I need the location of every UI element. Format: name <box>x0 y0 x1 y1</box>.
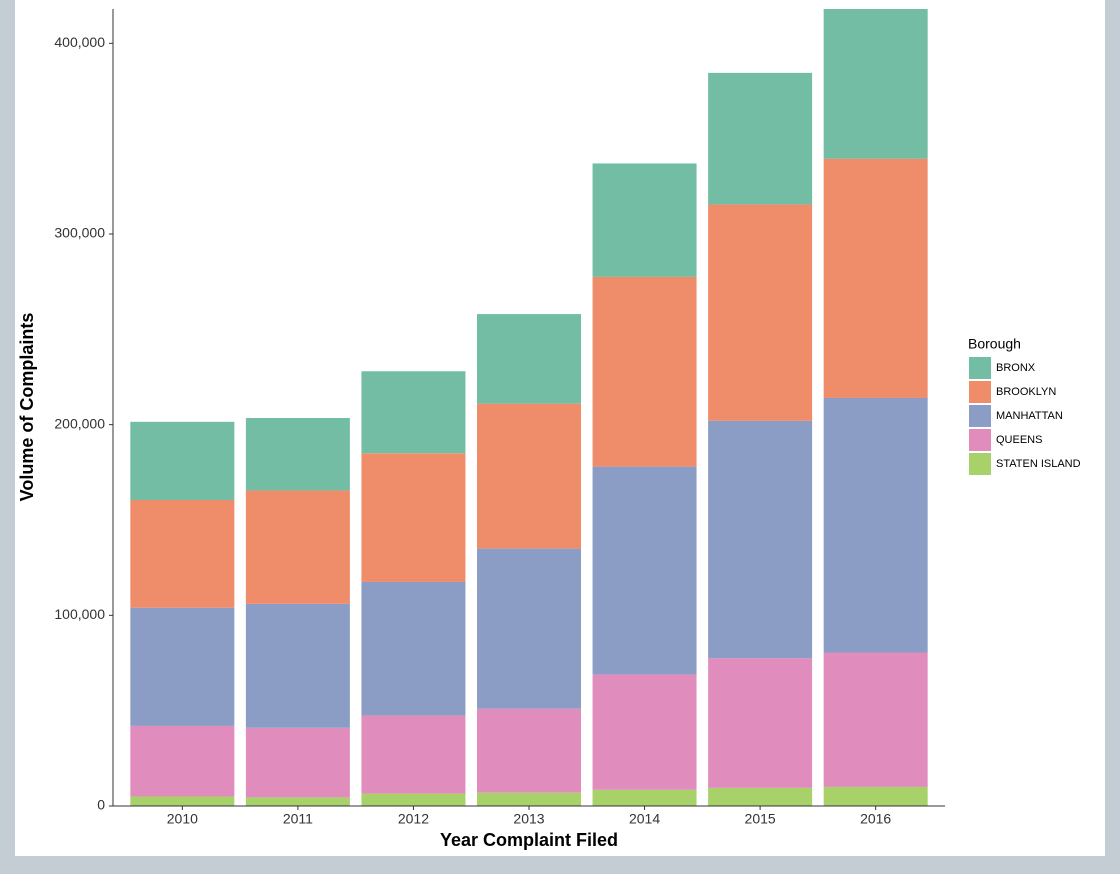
y-tick-label: 200,000 <box>54 415 105 431</box>
legend-swatch <box>969 453 991 475</box>
bar-segment <box>477 708 581 793</box>
bar-segment <box>245 727 350 798</box>
legend-swatch <box>969 405 991 427</box>
bar-segment <box>592 789 697 806</box>
y-tick-label: 300,000 <box>54 225 105 241</box>
bar-segment <box>708 204 813 421</box>
bar-segment <box>592 674 697 790</box>
bar-segment <box>708 658 813 788</box>
legend-label: BRONX <box>996 362 1036 374</box>
bar-segment <box>708 787 813 806</box>
legend-label: MANHATTAN <box>996 410 1063 422</box>
bar-segment <box>592 163 697 277</box>
bar-segment <box>245 417 350 491</box>
legend-label: QUEENS <box>996 434 1042 446</box>
bar-segment <box>130 607 235 726</box>
bar-segment <box>130 796 235 806</box>
bar-segment <box>130 499 235 608</box>
legend-swatch <box>969 381 991 403</box>
legend-title: Borough <box>968 336 1021 352</box>
y-tick-label: 400,000 <box>54 34 105 50</box>
bar-segment <box>245 490 350 604</box>
bar-segment <box>477 548 581 709</box>
bar-segment <box>361 715 466 794</box>
y-tick-label: 0 <box>97 797 105 813</box>
x-axis-title: Year Complaint Filed <box>440 830 618 850</box>
x-tick-label: 2012 <box>398 811 429 827</box>
x-tick-label: 2013 <box>513 811 544 827</box>
x-tick-label: 2011 <box>283 811 313 827</box>
bar-segment <box>245 603 350 728</box>
bar-segment <box>708 72 813 205</box>
bar-segment <box>823 786 928 806</box>
bar-segment <box>592 276 697 467</box>
bar-segment <box>823 158 928 398</box>
legend-swatch <box>969 357 991 379</box>
x-tick-label: 2010 <box>167 811 198 827</box>
bar-segment <box>245 797 350 806</box>
bar-segment <box>823 9 928 159</box>
bar-segment <box>361 581 466 716</box>
y-axis-title: Volume of Complaints <box>17 313 37 502</box>
bar-segment <box>823 652 928 787</box>
bar-segment <box>823 397 928 653</box>
bar-segment <box>592 466 697 675</box>
bar-segment <box>477 403 581 549</box>
bar-segment <box>361 793 466 806</box>
bar-segment <box>708 420 813 659</box>
y-tick-label: 100,000 <box>54 606 105 622</box>
legend-label: BROOKLYN <box>996 386 1056 398</box>
x-tick-label: 2014 <box>629 811 660 827</box>
bar-segment <box>477 314 581 404</box>
bar-segment <box>477 792 581 806</box>
x-tick-label: 2015 <box>745 811 776 827</box>
legend-label: STATEN ISLAND <box>996 458 1081 470</box>
x-tick-label: 2016 <box>860 811 891 827</box>
bar-segment <box>130 421 235 500</box>
legend-swatch <box>969 429 991 451</box>
bar-segment <box>130 725 235 797</box>
bar-segment <box>361 371 466 454</box>
bar-segment <box>361 453 466 582</box>
